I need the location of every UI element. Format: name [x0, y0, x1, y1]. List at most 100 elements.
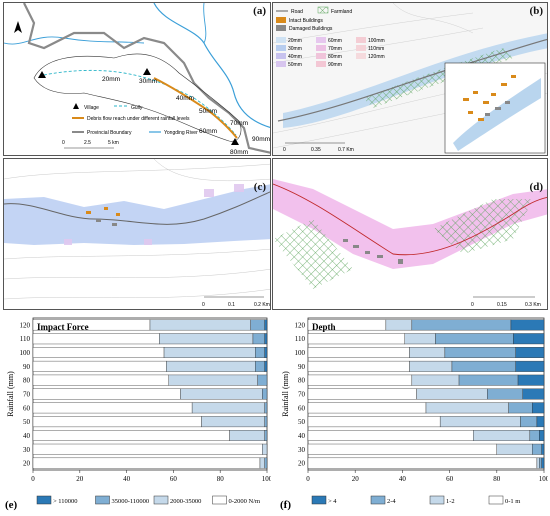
bar-segment: [250, 319, 265, 331]
y-axis-label: Rainfall (mm): [281, 371, 290, 417]
bar-segment: [255, 347, 265, 358]
scale-mid: 0.1: [228, 302, 235, 308]
x-tick-label: 20: [76, 475, 84, 483]
y-tick-label: 50: [298, 418, 306, 426]
bar-segment: [539, 430, 545, 441]
rain-label: 20mm: [102, 76, 120, 83]
road-line: [273, 183, 547, 256]
rain-label: 30mm: [139, 78, 157, 85]
y-tick-label: 50: [23, 418, 31, 426]
bar-segment: [32, 443, 263, 455]
bar-segment: [32, 430, 230, 441]
bar-segment: [180, 388, 263, 400]
bar-segment: [515, 360, 545, 372]
bar-segment: [32, 374, 169, 386]
chart-title: Depth: [312, 322, 336, 332]
scale-end: 0.7 Km: [338, 147, 354, 153]
panel-d-label: (d): [529, 181, 543, 193]
bar-segment: [307, 388, 417, 400]
bar-segment: [255, 360, 265, 372]
bar-segment: [520, 416, 538, 428]
bar-segment: [487, 388, 523, 400]
bar-segment: [307, 416, 441, 428]
y-tick-label: 60: [298, 404, 306, 412]
scale-0: 0: [62, 140, 65, 146]
bar-segment: [262, 443, 268, 455]
bar-segment: [264, 319, 268, 331]
y-tick-label: 20: [298, 460, 306, 468]
rain-label: 80mm: [230, 149, 248, 156]
panel-a-svg: 20mm 30mm 40mm 50mm 60mm 70mm 80mm 90mm …: [4, 3, 270, 156]
bar-segment: [252, 333, 265, 345]
rain-level-swatch: [276, 61, 286, 67]
bar-segment: [531, 402, 545, 414]
rain-level-label: 20mm: [288, 38, 302, 44]
legend-label: > 110000: [53, 498, 78, 505]
rain-level-swatch: [316, 37, 326, 43]
river-branch: [4, 36, 145, 45]
y-tick-label: 110: [20, 335, 31, 343]
panel-e-chart: 20 30 40 50 60 70 80 90 100 110 120 0 20 40 60 80 100 Imp…: [3, 312, 271, 514]
bar-segment: [201, 416, 265, 428]
legend-swatch: [36, 495, 52, 505]
bar-segment: [517, 374, 545, 386]
bar-segment: [385, 319, 413, 331]
debris-band: [273, 179, 547, 269]
y-tick-label: 90: [298, 363, 306, 371]
x-tick-label: 60: [170, 475, 178, 483]
rain-level-swatch: [356, 53, 366, 59]
legend-intact: Intact Buildings: [289, 18, 323, 24]
bar-segment: [259, 457, 265, 469]
y-tick-label: 30: [298, 446, 306, 454]
x-tick-label: 60: [446, 475, 454, 483]
bar-segment: [307, 333, 405, 345]
bar-segment: [541, 443, 545, 455]
bar-segment: [508, 402, 533, 414]
y-tick-label: 40: [23, 432, 31, 440]
legend-swatch: [311, 495, 327, 505]
legend-label: > 4: [328, 498, 337, 505]
bar-segment: [411, 374, 460, 386]
y-tick-label: 110: [295, 335, 306, 343]
yongding-river: [153, 3, 270, 128]
bar-segment: [307, 374, 413, 386]
rain-level-swatch: [316, 53, 326, 59]
rain-label: 40mm: [176, 95, 194, 102]
bar-segment: [166, 360, 256, 372]
y-axis-label: Rainfall (mm): [6, 371, 15, 417]
scale-mid: 0.15: [497, 302, 507, 308]
rain-level-legend: 20mm 30mm 40mm 50mm 60mm 70mm 80mm 90mm 100mm 110…: [276, 37, 385, 68]
y-tick-label: 120: [295, 321, 306, 329]
bar-segment: [536, 457, 540, 469]
bar-segment: [425, 402, 509, 414]
bar-segment: [307, 430, 474, 441]
rain-level-swatch: [276, 45, 286, 51]
bar-segment: [529, 430, 540, 441]
x-tick-label: 100: [539, 475, 548, 483]
legend-swatch: [370, 495, 386, 505]
legend-label: 0-2000 N/m: [229, 498, 261, 505]
x-tick-label: 100: [262, 475, 271, 483]
provincial-boundary: [23, 3, 270, 154]
panel-a-label: (a): [253, 5, 266, 17]
bar-segment: [496, 443, 533, 455]
rain-level-swatch: [316, 61, 326, 67]
bar-segment: [264, 402, 268, 414]
bar-segment: [168, 374, 258, 386]
legend-label: 35000-110000: [112, 498, 150, 505]
rain-level-label: 100mm: [368, 38, 385, 44]
panel-c-map: 0 0.1 0.2 Km (c): [3, 158, 271, 310]
scale-0: 0: [471, 302, 474, 308]
bar-segment: [32, 347, 165, 358]
bar-segment: [262, 388, 268, 400]
panel-b-map: Road Farmland Intact Buildings Damaged B…: [272, 2, 548, 156]
scale-end: 5 km: [108, 140, 119, 146]
rain-label: 60mm: [199, 128, 217, 135]
rain-level-label: 120mm: [368, 54, 385, 60]
bar-segment: [159, 333, 254, 345]
x-tick-label: 80: [493, 475, 501, 483]
village-legend-icon: [73, 103, 79, 109]
bar-segment: [513, 333, 545, 345]
y-tick-label: 100: [295, 349, 306, 357]
bar-segment: [536, 416, 545, 428]
